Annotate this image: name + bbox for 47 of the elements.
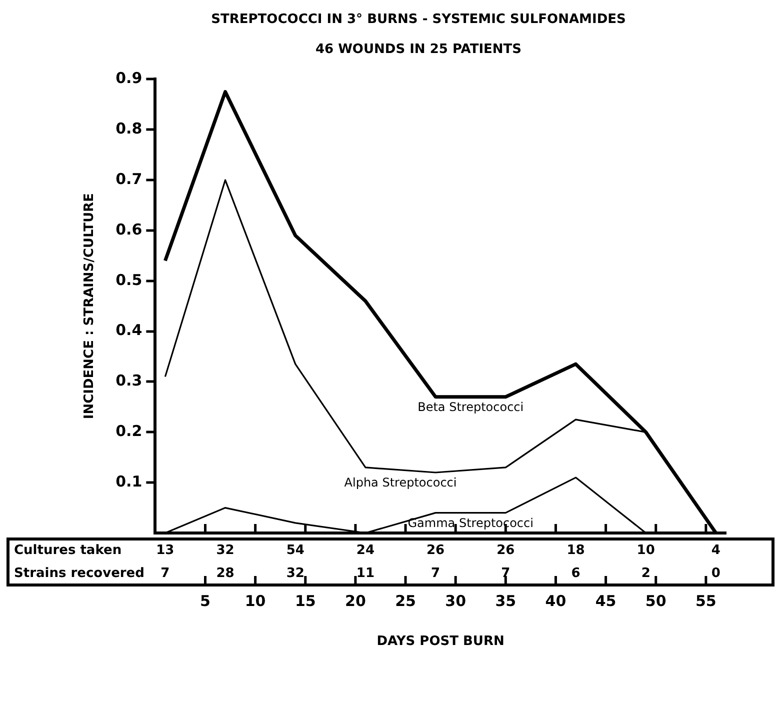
text: 32 xyxy=(286,566,304,581)
text: 2 xyxy=(641,566,650,581)
x-tick-label: 55 xyxy=(695,592,716,610)
text: 26 xyxy=(426,542,445,558)
y-axis-title: INCIDENCE : STRAINS/CULTURE xyxy=(82,193,98,420)
x-tick-label: 40 xyxy=(545,592,566,610)
series-label: Beta Streptococci xyxy=(418,400,524,414)
y-tick-label: 0.9 xyxy=(116,69,142,88)
text: 13 xyxy=(156,542,174,558)
x-tick-label: 10 xyxy=(244,592,266,610)
text: 54 xyxy=(286,542,304,558)
y-tick-label: 0.8 xyxy=(116,120,142,138)
text: 28 xyxy=(216,566,234,581)
text: 24 xyxy=(356,542,375,558)
text: 4 xyxy=(711,542,720,558)
text: 10 xyxy=(636,542,655,558)
legend-label: Gamma Streptococci xyxy=(408,516,534,530)
text: 0 xyxy=(711,566,720,581)
x-tick-label: 45 xyxy=(595,592,616,610)
text: 7 xyxy=(431,566,440,581)
text: 18 xyxy=(566,542,585,558)
y-tick-label: 0.3 xyxy=(116,372,142,390)
text: 7 xyxy=(160,566,170,581)
text: 7 xyxy=(501,566,510,581)
text: 11 xyxy=(356,566,375,581)
text: 6 xyxy=(571,566,580,581)
text: Strains recovered xyxy=(14,566,144,581)
chart-subtitle: 46 WOUNDS IN 25 PATIENTS xyxy=(315,42,522,57)
y-tick-label: 0.4 xyxy=(116,321,142,340)
x-axis-title: DAYS POST BURN xyxy=(376,634,504,649)
x-tick-label: 20 xyxy=(345,592,366,610)
y-tick-label: 0.1 xyxy=(116,472,142,490)
x-tick-label: 30 xyxy=(445,592,466,610)
x-tick-label: 25 xyxy=(395,592,416,610)
chart-title: STREPTOCOCCI IN 3° BURNS - SYSTEMIC SULFONAMIDES xyxy=(211,12,626,28)
text: 32 xyxy=(216,542,234,558)
y-tick-label: 0.7 xyxy=(116,170,142,188)
text: 26 xyxy=(496,542,515,558)
y-tick-label: 0.5 xyxy=(116,270,142,289)
series-label: Alpha Streptococci xyxy=(344,476,457,490)
y-tick-label: 0.6 xyxy=(116,220,142,238)
y-tick-label: 0.2 xyxy=(116,422,142,440)
x-tick-label: 35 xyxy=(495,592,516,610)
text: Cultures taken xyxy=(14,542,122,558)
x-tick-label: 15 xyxy=(294,592,316,610)
x-tick-label: 5 xyxy=(200,592,210,610)
x-tick-label: 50 xyxy=(645,592,666,610)
